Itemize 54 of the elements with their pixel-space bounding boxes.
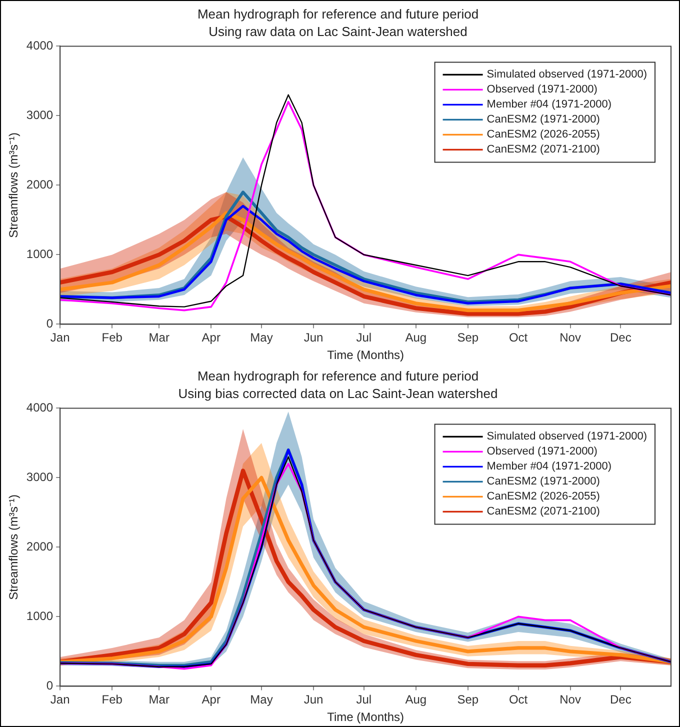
- y-tick-label: 2000: [26, 540, 54, 554]
- legend-label: CanESM2 (1971-2000): [486, 476, 600, 488]
- x-tick-label: Sep: [457, 692, 479, 707]
- x-tick-label: Apr: [202, 692, 220, 707]
- legend-label: Observed (1971-2000): [486, 84, 598, 96]
- x-tick-label: Aug: [405, 692, 427, 707]
- y-tick-label: 1000: [26, 247, 54, 262]
- y-tick-label: 3000: [26, 108, 54, 122]
- y-tick-label: 1000: [26, 609, 54, 624]
- y-tick-label: 4000: [26, 38, 54, 53]
- x-tick-label: Feb: [102, 330, 123, 345]
- x-tick-label: Jan: [50, 330, 70, 345]
- y-tick-label: 0: [46, 316, 54, 331]
- legend-label: Observed (1971-2000): [486, 446, 598, 458]
- y-axis-title: Streamflows (m³s⁻¹): [6, 132, 21, 238]
- x-tick-label: Oct: [508, 330, 528, 345]
- x-tick-label: Oct: [508, 692, 528, 707]
- x-tick-label: Jul: [356, 692, 372, 707]
- x-tick-label: Feb: [102, 692, 123, 707]
- y-tick-label: 0: [46, 678, 54, 693]
- chart-title: Mean hydrograph for reference and future period: [197, 368, 479, 384]
- x-axis-title: Time (Months): [327, 348, 404, 362]
- y-tick-label: 3000: [26, 470, 54, 484]
- legend-label: Simulated observed (1971-2000): [486, 68, 648, 81]
- legend-label: Member #04 (1971-2000): [486, 98, 612, 111]
- x-tick-label: Mar: [148, 692, 170, 707]
- x-tick-label: Apr: [202, 330, 220, 345]
- y-axis-title: Streamflows (m³s⁻¹): [6, 494, 21, 600]
- legend-label: Simulated observed (1971-2000): [486, 430, 648, 443]
- x-tick-label: Nov: [560, 692, 581, 707]
- y-tick-label: 4000: [26, 400, 54, 415]
- x-tick-label: May: [250, 692, 273, 707]
- legend-label: CanESM2 (2026-2055): [486, 490, 600, 503]
- chart-title: Mean hydrograph for reference and future period: [197, 6, 479, 22]
- legend-label: CanESM2 (2026-2055): [486, 128, 600, 141]
- x-tick-label: Mar: [148, 330, 170, 345]
- chart-subtitle: Using raw data on Lac Saint-Jean watershed: [208, 24, 468, 39]
- x-tick-label: Sep: [457, 330, 479, 345]
- chart-subtitle: Using bias corrected data on Lac Saint-Jean watershed: [178, 386, 498, 401]
- legend-label: CanESM2 (2071-2100): [486, 506, 600, 518]
- x-tick-label: Jun: [304, 330, 324, 345]
- x-tick-label: Aug: [405, 330, 427, 345]
- x-tick-label: Nov: [560, 330, 581, 345]
- x-axis-title: Time (Months): [327, 710, 404, 724]
- x-tick-label: Jun: [304, 692, 324, 707]
- legend-label: CanESM2 (2071-2100): [486, 144, 600, 156]
- y-tick-label: 2000: [26, 178, 54, 192]
- x-tick-label: Jan: [50, 692, 70, 707]
- x-tick-label: Dec: [610, 692, 632, 707]
- x-tick-label: Dec: [610, 330, 632, 345]
- legend-label: Member #04 (1971-2000): [486, 460, 612, 473]
- x-tick-label: Jul: [356, 330, 372, 345]
- x-tick-label: May: [250, 330, 273, 345]
- legend-label: CanESM2 (1971-2000): [486, 114, 600, 126]
